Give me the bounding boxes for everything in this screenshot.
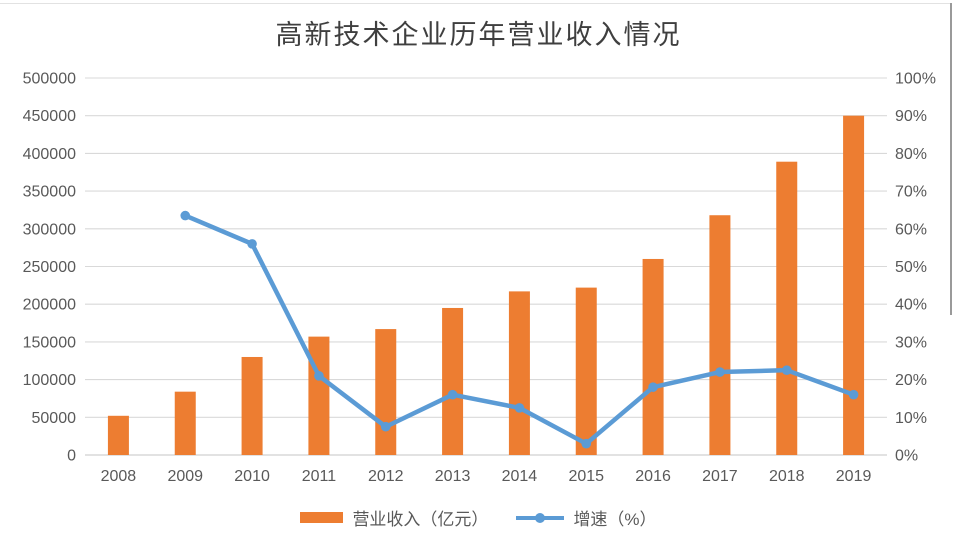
growth-marker [781,365,792,375]
x-axis-label: 2015 [568,468,604,485]
revenue-bar [375,329,397,455]
y-axis-label-right: 50% [895,259,927,276]
x-axis-label: 2019 [836,468,872,485]
y-axis-label-left: 200000 [23,297,76,314]
x-axis-label: 2016 [635,468,671,485]
y-axis-label-left: 300000 [23,221,76,238]
revenue-bar [308,336,330,455]
y-axis-label-right: 100% [895,71,936,88]
y-axis-label-left: 150000 [23,334,76,351]
legend-line-swatch-icon [516,512,565,524]
y-axis-label-left: 250000 [23,259,76,276]
x-axis-label: 2010 [234,468,270,485]
chart-legend: 营业收入（亿元） 增速（%） [0,505,957,530]
revenue-bar [575,287,597,455]
revenue-bar [642,258,664,455]
x-axis-label: 2012 [368,468,404,485]
x-axis-label: 2017 [702,468,738,485]
legend-item-revenue: 营业收入（亿元） [300,505,488,530]
revenue-bar [174,391,196,455]
y-axis-label-left: 100000 [23,372,76,389]
chart-plot-area: 0 0% 50000 10% 100000 20% 150000 30% 200000 40% 25… [23,71,936,486]
y-axis-label-right: 80% [895,146,927,163]
x-axis-label: 2011 [302,468,337,485]
legend-label-growth: 增速（%） [573,510,657,529]
growth-marker [447,389,458,400]
growth-marker [380,421,391,432]
y-axis-label-right: 0% [895,448,918,465]
y-axis-label-left: 50000 [32,410,77,427]
legend-bar-swatch-icon [300,512,344,523]
image-right-border [950,3,952,315]
y-axis-label-left: 0 [67,448,76,465]
y-axis-label-left: 500000 [23,71,76,88]
x-axis-label: 2013 [435,468,471,485]
y-axis-label-right: 70% [895,184,927,201]
y-axis-label-right: 40% [895,297,927,314]
x-axis-label: 2009 [167,468,203,485]
growth-marker [514,403,525,413]
y-axis-label-left: 400000 [23,146,76,163]
legend-label-revenue: 营业收入（亿元） [352,510,489,529]
revenue-bar [107,415,129,455]
revenue-bar [776,161,798,455]
growth-marker [581,438,592,449]
growth-marker [648,382,658,392]
revenue-bar [442,307,464,455]
revenue-bar [843,115,865,455]
growth-marker [247,239,257,249]
growth-marker [180,210,191,221]
y-axis-label-left: 450000 [23,108,76,125]
image-top-border [0,3,951,4]
growth-marker [314,371,324,381]
y-axis-label-right: 30% [895,334,927,351]
growth-marker [848,389,859,400]
y-axis-label-right: 90% [895,108,927,125]
growth-marker [715,367,725,377]
y-axis-label-right: 10% [895,410,927,427]
x-axis-label: 2008 [101,468,137,485]
legend-item-growth: 增速（%） [516,505,657,530]
revenue-bar [709,215,731,455]
revenue-bar [508,291,530,455]
x-axis-label: 2018 [769,468,805,485]
y-axis-label-left: 350000 [23,184,76,201]
y-axis-label-right: 60% [895,221,927,238]
x-axis-label: 2014 [502,468,538,485]
chart-title: 高新技术企业历年营业收入情况 [275,20,682,50]
revenue-bar [241,356,263,455]
y-axis-label-right: 20% [895,372,927,389]
